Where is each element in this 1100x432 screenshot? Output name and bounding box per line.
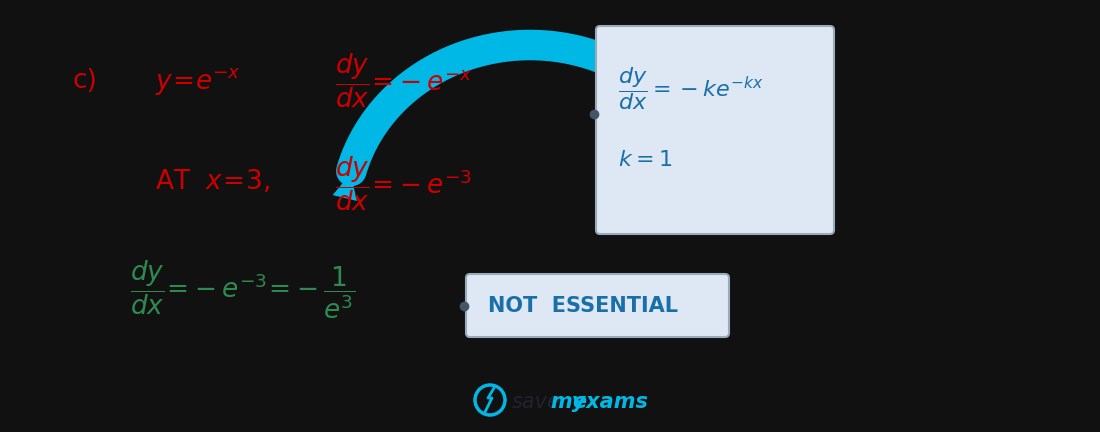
Text: $k = 1$: $k = 1$	[618, 150, 672, 170]
Text: c): c)	[72, 68, 97, 94]
Text: $\dfrac{dy}{dx} = -ke^{-kx}$: $\dfrac{dy}{dx} = -ke^{-kx}$	[618, 65, 763, 112]
Text: NOT  ESSENTIAL: NOT ESSENTIAL	[488, 295, 678, 315]
Text: exams: exams	[572, 392, 648, 412]
Text: my: my	[550, 392, 585, 412]
Text: $y\!=\!e^{-x}$: $y\!=\!e^{-x}$	[155, 66, 241, 97]
Text: $\dfrac{dy}{dx}\!=\!-e^{-3}$: $\dfrac{dy}{dx}\!=\!-e^{-3}$	[336, 155, 472, 213]
FancyBboxPatch shape	[596, 26, 834, 234]
Text: AT  $x\!=\!3,$: AT $x\!=\!3,$	[155, 168, 270, 195]
Text: save: save	[512, 392, 561, 412]
Text: $\dfrac{dy}{dx}\!=\!-e^{-3}\!=\!-\dfrac{1}{e^3}$: $\dfrac{dy}{dx}\!=\!-e^{-3}\!=\!-\dfrac{…	[130, 258, 355, 321]
Text: $\dfrac{dy}{dx}\!=\!-e^{-x}$: $\dfrac{dy}{dx}\!=\!-e^{-x}$	[336, 52, 473, 110]
FancyBboxPatch shape	[466, 274, 729, 337]
